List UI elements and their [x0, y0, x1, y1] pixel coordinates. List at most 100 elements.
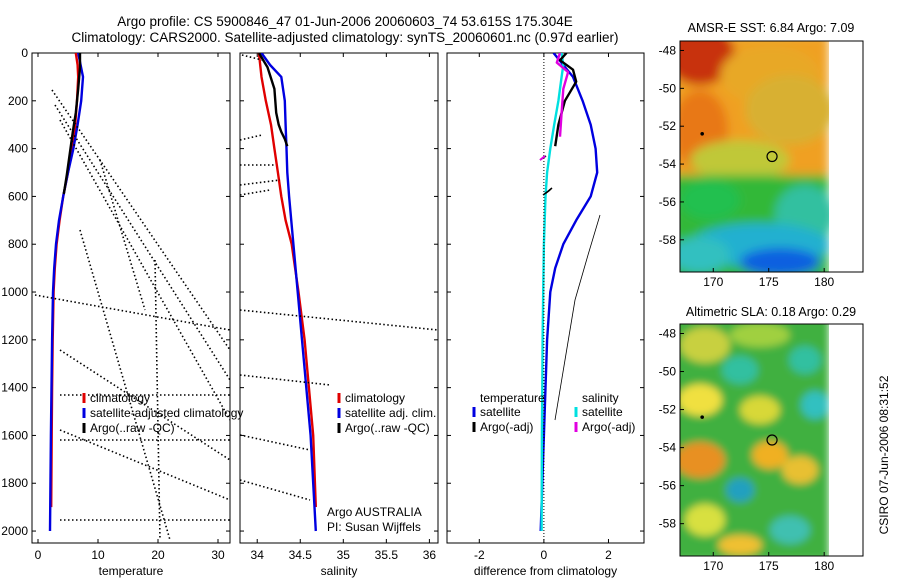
diff-salinity-fragment — [539, 155, 546, 161]
sal-annotation-line1: Argo AUSTRALIA — [327, 505, 422, 519]
diff-xtick-label: -2 — [474, 548, 485, 562]
diff-comparison-profile — [554, 214, 601, 421]
sst-map-frame — [679, 40, 864, 273]
diff-series-line — [554, 53, 578, 147]
sla-ytick-label: -58 — [659, 517, 677, 531]
temp-series-line — [48, 53, 85, 532]
temp-ytick-label: 200 — [8, 94, 28, 108]
sst-float-dot — [700, 131, 704, 136]
diff-xlabel: difference from climatology — [474, 564, 617, 578]
temp-comparison-profile — [154, 259, 161, 541]
sal-xtick-label: 34.5 — [289, 548, 313, 562]
sal-annotation-line2: PI: Susan Wijffels — [327, 520, 421, 534]
temp-panel: 0 10 20 30 0 200 400 600 800 1000 1200 1400 1600 1800… — [1, 46, 231, 578]
temp-axes-frame — [31, 52, 231, 544]
temp-ytick-label: 600 — [8, 189, 28, 203]
diff-xtick-label: 0 — [541, 548, 548, 562]
sla-ytick-label: -50 — [659, 365, 677, 379]
temp-series-line — [62, 53, 82, 195]
temp-ytick-label: 800 — [8, 237, 28, 251]
temp-ytick-label: 400 — [8, 142, 28, 156]
sst-ytick-label: -50 — [659, 81, 677, 95]
temp-comparison-profile — [99, 159, 146, 311]
sla-ytick-label: -52 — [659, 403, 677, 417]
temp-legend-item-label: climatology — [90, 391, 150, 405]
diff-legend-heading-temperature: temperature — [480, 391, 545, 405]
diff-xtick-label: 2 — [605, 548, 612, 562]
temp-ytick-label: 1000 — [1, 285, 28, 299]
sst-xtick-label: 175 — [759, 275, 779, 289]
temp-ytick-label: 2000 — [1, 524, 28, 538]
sal-series-line — [260, 53, 317, 532]
sla-xtick-label: 175 — [759, 559, 779, 573]
sla-xtick-label: 170 — [703, 559, 723, 573]
sst-profile-marker — [766, 150, 778, 163]
temp-ytick-label: 1600 — [1, 428, 28, 442]
sst-ytick-label: -54 — [659, 157, 677, 171]
temp-xlabel: temperature — [99, 564, 164, 578]
sst-map-axes: 170 175 180 -48 -50 -52 -54 -56 -58 — [659, 43, 835, 289]
sst-map-title: AMSR-E SST: 6.84 Argo: 7.09 — [688, 21, 855, 35]
sst-ytick-label: -58 — [659, 233, 677, 247]
figure-title-line1: Argo profile: CS 5900846_47 01-Jun-2006 … — [117, 14, 573, 29]
temp-comparison-profile — [59, 429, 230, 501]
sal-comparison-profile — [240, 434, 311, 451]
sal-comparison-profile — [240, 134, 263, 141]
diff-legend-temp-argo-label: Argo(-adj) — [480, 420, 533, 434]
temp-comparison-profile — [59, 349, 230, 461]
side-stamp: CSIRO 07-Jun-2006 08:31:52 — [877, 375, 891, 534]
chart-layer: 0 10 20 30020040060080010001200140016001800… — [1, 43, 835, 578]
diff-panel: -2 0 2 difference from climatology — [446, 52, 645, 578]
sal-comparison-profile — [240, 374, 331, 386]
sal-xlabel: salinity — [321, 564, 358, 578]
temp-xtick-label: 0 — [35, 548, 42, 562]
sst-xtick-label: 180 — [814, 275, 834, 289]
temp-ytick-label: 1200 — [1, 333, 28, 347]
sal-series-line — [257, 53, 289, 147]
temp-xtick-label: 30 — [211, 548, 225, 562]
diff-legend-sal-satellite-label: satellite — [582, 405, 623, 419]
temp-comparison-profile — [79, 229, 171, 541]
sal-comparison-profile — [240, 189, 271, 196]
sal-panel: 34 34.5 35 35.5 36 salinity — [239, 52, 439, 578]
sst-ytick-label: -52 — [659, 119, 677, 133]
sla-xtick-label: 180 — [814, 559, 834, 573]
sal-legend-item-label: satellite adj. clim. — [345, 406, 436, 420]
sal-comparison-profile — [240, 179, 281, 186]
sal-comparison-profile — [241, 54, 263, 61]
sal-xtick-label: 35.5 — [375, 548, 399, 562]
diff-series-line — [539, 53, 599, 532]
temp-ytick-label: 1400 — [1, 381, 28, 395]
temp-series-group — [34, 53, 230, 541]
temp-legend-item-label: Argo(..raw -QC) — [90, 421, 175, 435]
diff-series-group — [539, 53, 601, 543]
sal-xtick-label: 36 — [423, 548, 437, 562]
sst-xtick-label: 170 — [703, 275, 723, 289]
diff-legend-heading-salinity: salinity — [582, 391, 619, 405]
temp-ytick-label: 0 — [21, 46, 28, 60]
sal-legend-item-label: Argo(..raw -QC) — [345, 421, 430, 435]
temp-comparison-profile — [51, 89, 230, 351]
diff-axes-frame — [446, 52, 645, 544]
sla-ytick-label: -54 — [659, 441, 677, 455]
temp-legend-item-label: satellite-adjusted climatology — [90, 406, 243, 420]
sal-xtick-label: 34 — [251, 548, 265, 562]
diff-legend-temp-satellite-label: satellite — [480, 405, 521, 419]
sst-ytick-label: -56 — [659, 195, 677, 209]
sal-comparison-profile — [240, 309, 438, 331]
sal-comparison-profile — [240, 479, 311, 501]
sal-series-line — [257, 53, 317, 508]
temp-ytick-label: 1800 — [1, 476, 28, 490]
temp-comparison-profile — [34, 294, 230, 331]
diff-argo-fragment — [545, 187, 553, 194]
temp-xtick-label: 20 — [151, 548, 165, 562]
sal-xtick-label: 35 — [337, 548, 351, 562]
sla-ytick-label: -56 — [659, 479, 677, 493]
sla-map-title: Altimetric SLA: 0.18 Argo: 0.29 — [686, 305, 856, 319]
sla-profile-marker — [766, 434, 778, 446]
sla-map-image — [680, 324, 863, 556]
